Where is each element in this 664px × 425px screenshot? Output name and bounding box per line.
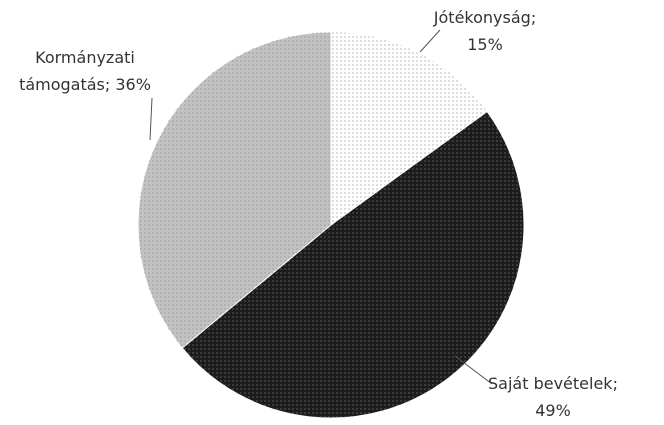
value-label: 36% xyxy=(115,75,151,94)
data-label: Jótékonyság; 15% xyxy=(425,4,545,58)
category-label: Jótékonyság; xyxy=(433,8,537,27)
data-label: Kormányzati támogatás; 36% xyxy=(5,44,165,98)
leader-line xyxy=(454,355,493,385)
slice-texture xyxy=(331,32,488,225)
leader-line xyxy=(149,97,153,141)
value-label: 15% xyxy=(467,35,503,54)
category-label: Kormányzati támogatás; xyxy=(19,48,135,94)
slice-texture xyxy=(137,32,331,349)
category-label: Saját bevételek; xyxy=(488,374,618,393)
value-label: 49% xyxy=(535,401,571,420)
slice-texture xyxy=(182,111,524,418)
data-label: Saját bevételek; 49% xyxy=(478,370,628,424)
leader-line xyxy=(419,29,441,53)
